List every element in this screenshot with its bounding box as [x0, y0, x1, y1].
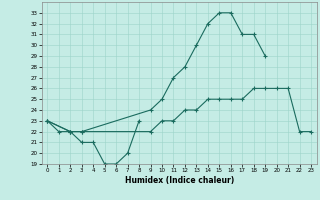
X-axis label: Humidex (Indice chaleur): Humidex (Indice chaleur)	[124, 176, 234, 185]
